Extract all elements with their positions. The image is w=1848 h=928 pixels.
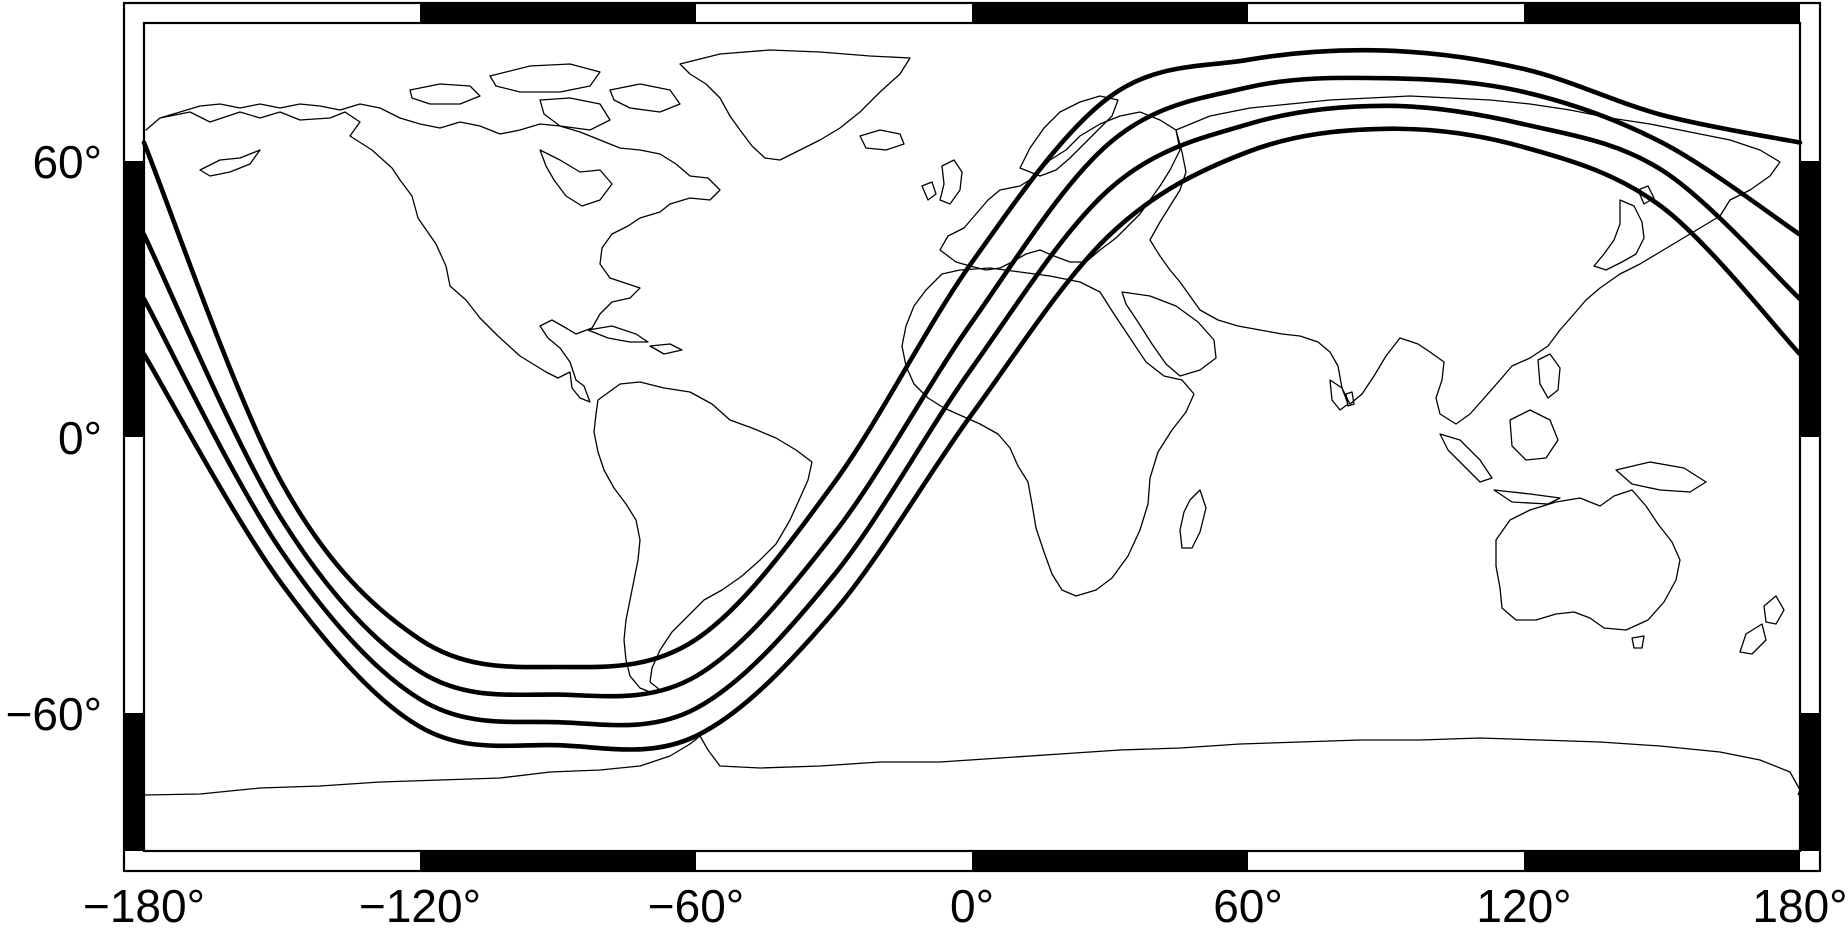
coastline-hudson-bay: [539, 149, 613, 207]
coastline-sri-lanka: [1345, 391, 1355, 407]
coastline-new-zealand-north: [1763, 595, 1785, 625]
coastline-alaska-tip: [199, 149, 261, 177]
x-tick-label: 180°: [1752, 880, 1847, 928]
coastline-arctic-island-1: [409, 83, 481, 105]
frame-segment-bottom: [420, 851, 696, 871]
x-tick-label: −180°: [83, 880, 205, 928]
coastline-sumatra: [1439, 433, 1493, 483]
coastline-scandinavia: [1019, 95, 1119, 177]
terminator-line-2: [141, 75, 1803, 699]
coastline-north-america: [145, 103, 721, 403]
coastline-great-britain: [939, 159, 963, 205]
coastline-arctic-island-4: [609, 83, 681, 113]
coastline-madagascar: [1179, 489, 1207, 549]
terminator-line-1: [141, 47, 1803, 670]
coastline-hokkaido: [1637, 185, 1655, 205]
coastline-tasmania: [1631, 635, 1645, 649]
coastline-new-zealand-south: [1739, 623, 1767, 655]
y-tick-label: −60°: [6, 688, 102, 740]
terminator-line-3: [141, 103, 1803, 728]
x-tick-label: 60°: [1213, 880, 1283, 928]
frame-segment-top: [972, 3, 1248, 23]
frame-segment-right: [1800, 713, 1820, 851]
coastline-cuba: [587, 325, 649, 343]
coastline-antarctica: [143, 735, 1801, 796]
y-tick-label: 60°: [32, 136, 102, 188]
x-tick-label: 120°: [1476, 880, 1571, 928]
coastline-new-guinea: [1615, 461, 1707, 493]
coastlines: [143, 49, 1801, 796]
coastline-europe: [939, 111, 1181, 271]
terminator-line-4: [141, 126, 1803, 752]
tick-labels: −180° −120° −60° 0° 60° 120° 180° 60° 0°…: [6, 136, 1848, 928]
y-tick-label: 0°: [58, 412, 102, 464]
x-tick-label: −60°: [648, 880, 744, 928]
coastline-australia: [1495, 489, 1681, 631]
x-tick-label: −120°: [359, 880, 481, 928]
coastline-arabia: [1121, 291, 1217, 377]
coastline-philippines: [1537, 353, 1561, 399]
frame-segment-right: [1800, 161, 1820, 437]
coastline-borneo: [1509, 409, 1559, 461]
coastline-asia: [1149, 95, 1781, 425]
coastline-arctic-island-3: [539, 97, 611, 131]
coastline-japan: [1593, 199, 1645, 271]
frame-segment-bottom: [1524, 851, 1800, 871]
frame-segment-left: [124, 161, 144, 437]
frame-segment-top: [420, 3, 696, 23]
coastline-java: [1493, 489, 1561, 505]
x-tick-label: 0°: [950, 880, 994, 928]
frame-segment-bottom: [972, 851, 1248, 871]
coastline-hispaniola: [649, 343, 683, 355]
coastline-ireland: [921, 181, 937, 201]
coastline-arctic-island-2: [489, 63, 601, 93]
coastline-india-tip: [1329, 379, 1349, 411]
frame-segment-top: [1524, 3, 1800, 23]
frame-segment-left: [124, 713, 144, 851]
coastline-africa: [901, 267, 1195, 597]
terminator-lines: [141, 47, 1803, 752]
map-frame: [122, 1, 1822, 873]
coastline-iceland: [859, 129, 905, 151]
coastline-greenland: [679, 49, 911, 161]
coastline-south-america: [593, 381, 813, 693]
